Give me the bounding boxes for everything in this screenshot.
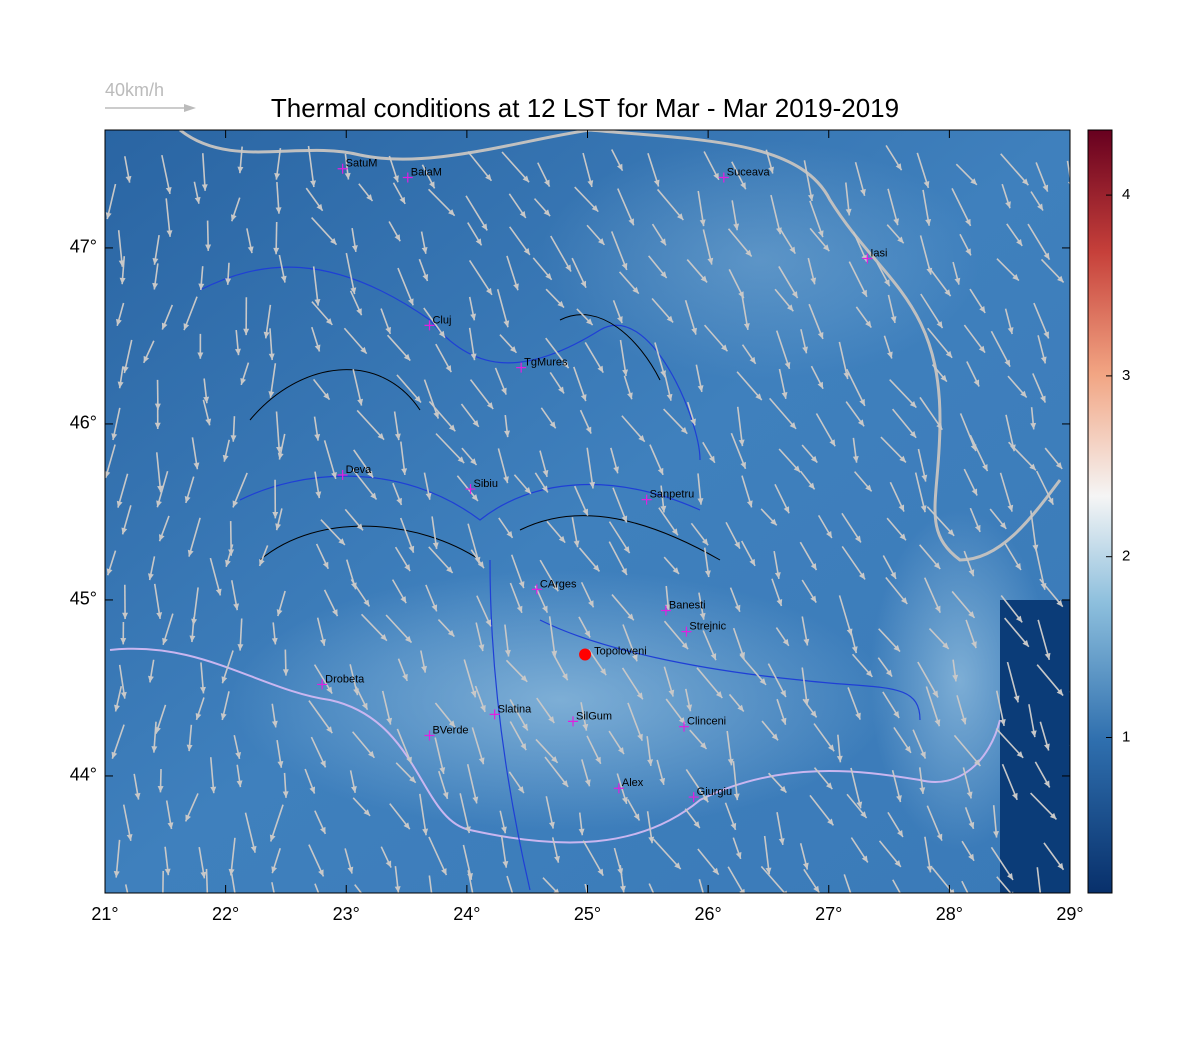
city-label: Giurgiu bbox=[697, 786, 732, 798]
city-label: Strejnic bbox=[689, 621, 726, 633]
x-tick-label: 21° bbox=[91, 904, 118, 924]
city-label: Clinceni bbox=[687, 716, 726, 728]
city-label: Iasi bbox=[870, 247, 887, 259]
wind-arrow-head bbox=[1074, 386, 1080, 393]
wind-arrow-head bbox=[321, 906, 327, 913]
wind-arrow-head bbox=[1081, 340, 1087, 347]
city-label: Cluj bbox=[432, 314, 451, 326]
x-tick-label: 24° bbox=[453, 904, 480, 924]
city-label: Alex bbox=[622, 777, 644, 789]
wind-arrow-head bbox=[511, 897, 517, 904]
x-tick-label: 29° bbox=[1056, 904, 1083, 924]
city-label: Slatina bbox=[498, 703, 533, 715]
colorbar-tick-label: 3 bbox=[1122, 367, 1130, 384]
city-label: BVerde bbox=[432, 724, 468, 736]
wind-arrow bbox=[1070, 691, 1085, 709]
wind-arrow-head bbox=[1078, 702, 1084, 709]
wind-arrow-head bbox=[1077, 467, 1083, 474]
colorbar-tick-label: 2 bbox=[1122, 548, 1130, 565]
city-label: Drobeta bbox=[325, 673, 365, 685]
wind-arrow-head bbox=[205, 903, 211, 909]
y-tick-label: 45° bbox=[70, 589, 97, 609]
site-marker bbox=[579, 649, 591, 661]
wind-legend-head bbox=[184, 104, 196, 112]
wind-arrow-head bbox=[368, 902, 374, 909]
wind-arrow-head bbox=[1077, 648, 1083, 655]
wind-arrow-head bbox=[431, 910, 437, 917]
x-tick-label: 23° bbox=[333, 904, 360, 924]
title: Thermal conditions at 12 LST for Mar - M… bbox=[271, 93, 899, 123]
wind-arrow bbox=[1075, 615, 1081, 655]
city-label: SatuM bbox=[346, 158, 378, 170]
wind-arrow bbox=[1075, 795, 1086, 832]
city-label: Deva bbox=[346, 464, 373, 476]
city-label: Banesti bbox=[669, 599, 706, 611]
x-tick-label: 28° bbox=[936, 904, 963, 924]
wind-arrow-head bbox=[127, 905, 133, 912]
wind-arrow bbox=[1074, 416, 1082, 438]
wind-arrow-head bbox=[160, 896, 166, 902]
wind-arrow bbox=[1075, 438, 1081, 474]
city-label: Sanpetru bbox=[650, 489, 695, 501]
city-label: TgMures bbox=[524, 357, 568, 369]
colorbar-tick-label: 1 bbox=[1122, 728, 1130, 745]
city-label: SilGum bbox=[576, 710, 612, 722]
wind-legend-label: 40km/h bbox=[105, 80, 164, 100]
y-tick-label: 44° bbox=[70, 765, 97, 785]
wind-arrow bbox=[1071, 327, 1088, 347]
colorbar-tick-label: 4 bbox=[1122, 186, 1130, 203]
city-label: Sibiu bbox=[473, 478, 497, 490]
city-label: CArges bbox=[540, 578, 577, 590]
x-tick-label: 27° bbox=[815, 904, 842, 924]
x-tick-label: 22° bbox=[212, 904, 239, 924]
wind-arrow-head bbox=[1077, 431, 1083, 438]
wind-arrow bbox=[1076, 295, 1084, 331]
colorbar bbox=[1088, 130, 1112, 893]
site-label: Topoloveni bbox=[594, 645, 647, 657]
wind-arrow-head bbox=[1084, 904, 1090, 911]
y-tick-label: 46° bbox=[70, 413, 97, 433]
wind-arrow bbox=[1070, 726, 1072, 751]
y-tick-label: 47° bbox=[70, 237, 97, 257]
wind-arrow-head bbox=[657, 907, 662, 914]
wind-arrow-head bbox=[1080, 324, 1086, 331]
x-tick-label: 26° bbox=[695, 904, 722, 924]
map-field bbox=[104, 130, 1107, 917]
wind-arrow-head bbox=[273, 900, 279, 907]
city-label: Suceava bbox=[727, 166, 771, 178]
wind-arrow bbox=[1071, 362, 1079, 393]
wind-arrow-head bbox=[1081, 826, 1087, 833]
wind-arrow-head bbox=[967, 895, 973, 902]
wind-arrow-head bbox=[1038, 896, 1044, 903]
x-tick-label: 25° bbox=[574, 904, 601, 924]
city-label: BaiaM bbox=[411, 166, 442, 178]
wind-arrow-head bbox=[470, 894, 476, 901]
wind-arrow-head bbox=[853, 906, 859, 913]
wind-arrow-head bbox=[907, 909, 913, 916]
